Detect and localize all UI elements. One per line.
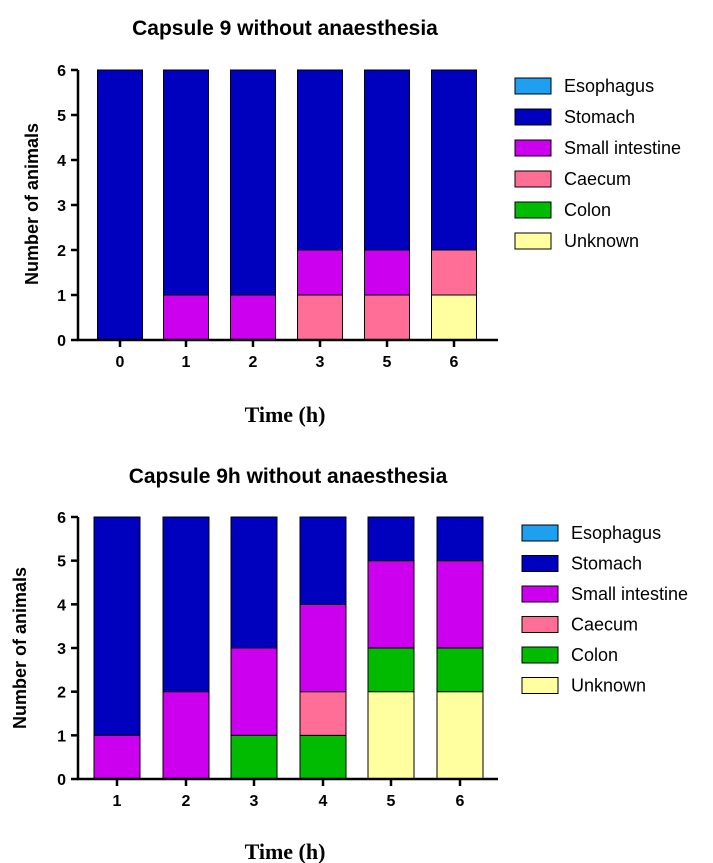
legend-swatch-esophagus xyxy=(521,524,559,542)
y-tick-label: 4 xyxy=(57,597,66,614)
bar-stomach-t1 xyxy=(163,69,209,296)
bar-stomach-t3 xyxy=(297,69,343,251)
x-tick-label: 6 xyxy=(450,354,459,371)
bar-small-intestine-t3 xyxy=(297,249,343,296)
bar-small-intestine-t1 xyxy=(93,734,141,780)
legend-swatch-unknown xyxy=(521,677,559,694)
x-tick-label: 3 xyxy=(250,793,259,810)
bar-colon-t5 xyxy=(367,647,415,693)
legend-swatch-caecum xyxy=(521,616,559,633)
y-tick-label: 3 xyxy=(57,198,66,215)
bar-small-intestine-t5 xyxy=(367,560,415,649)
bar-stomach-t0 xyxy=(97,69,143,341)
bar-small-intestine-t6 xyxy=(436,560,484,649)
y-axis-label: Number of animals xyxy=(10,567,30,729)
bar-small-intestine-t2 xyxy=(162,691,210,780)
bar-caecum-t4 xyxy=(299,691,347,736)
y-tick-label: 2 xyxy=(57,243,66,260)
x-tick-label: 2 xyxy=(249,354,258,371)
bar-stomach-t5 xyxy=(364,69,410,251)
bar-small-intestine-t5 xyxy=(364,249,410,296)
x-axis-label: Time (h) xyxy=(245,402,326,427)
legend-label-stomach: Stomach xyxy=(564,107,635,127)
bar-stomach-t6 xyxy=(431,69,477,251)
legend-swatch-small-intestine xyxy=(521,585,559,603)
x-tick-label: 4 xyxy=(319,793,328,810)
x-tick-label: 1 xyxy=(113,793,122,810)
x-tick-label: 1 xyxy=(182,354,191,371)
legend-label-esophagus: Esophagus xyxy=(564,76,654,96)
legend-label-caecum: Caecum xyxy=(564,169,631,189)
bar-stomach-t2 xyxy=(162,516,210,693)
bar-unknown-t6 xyxy=(431,294,477,341)
legend-swatch-caecum xyxy=(514,170,552,188)
legend-swatch-stomach xyxy=(521,555,559,572)
bar-stomach-t3 xyxy=(230,516,278,649)
bar-stomach-t4 xyxy=(299,516,347,605)
legend-label-small-intestine: Small intestine xyxy=(571,584,688,604)
bar-caecum-t5 xyxy=(364,294,410,341)
legend-swatch-colon xyxy=(521,646,559,664)
y-axis-label: Number of animals xyxy=(22,123,42,285)
bar-colon-t4 xyxy=(299,734,347,780)
legend-label-esophagus: Esophagus xyxy=(571,523,661,543)
bar-small-intestine-t4 xyxy=(299,603,347,693)
legend-swatch-esophagus xyxy=(514,77,552,95)
y-tick-label: 3 xyxy=(57,641,66,658)
legend-label-colon: Colon xyxy=(571,645,618,665)
x-tick-label: 5 xyxy=(383,354,392,371)
y-tick-label: 1 xyxy=(57,728,66,745)
plot-area: 0 1 2 3 4 5 6 1 2 3 4 5 6 xyxy=(57,510,498,810)
bar-colon-t6 xyxy=(436,647,484,693)
legend-label-unknown: Unknown xyxy=(571,676,646,696)
bar-small-intestine-t1 xyxy=(163,294,209,341)
legend-label-unknown: Unknown xyxy=(564,231,639,251)
chart-title: Capsule 9 without anaesthesia xyxy=(132,17,438,40)
plot-area: 0 1 2 3 4 5 6 0 1 2 3 5 6 xyxy=(57,63,498,371)
bar-caecum-t3 xyxy=(297,294,343,341)
bar-stomach-t2 xyxy=(230,69,276,296)
chart-title: Capsule 9h without anaesthesia xyxy=(129,465,448,488)
y-tick-label: 6 xyxy=(57,63,66,80)
y-tick-label: 1 xyxy=(57,288,66,305)
x-tick-label: 6 xyxy=(456,793,465,810)
y-tick-label: 0 xyxy=(57,772,66,789)
legend-swatch-small-intestine xyxy=(514,139,552,157)
legend-swatch-unknown xyxy=(514,232,552,250)
x-tick-label: 0 xyxy=(116,354,125,371)
x-axis-label: Time (h) xyxy=(245,839,326,863)
y-tick-label: 0 xyxy=(57,333,66,350)
x-tick-label: 5 xyxy=(387,793,396,810)
legend-swatch-stomach xyxy=(514,108,552,126)
legend: Esophagus Stomach Small intestine Caecum Col… xyxy=(521,523,688,696)
x-tick-label: 3 xyxy=(316,354,325,371)
legend-label-caecum: Caecum xyxy=(571,615,638,635)
bar-unknown-t6 xyxy=(436,691,484,780)
y-tick-label: 2 xyxy=(57,685,66,702)
y-tick-label: 4 xyxy=(57,153,66,170)
x-tick-label: 2 xyxy=(182,793,191,810)
y-tick-label: 5 xyxy=(57,554,66,571)
bar-stomach-t1 xyxy=(93,516,141,736)
bar-small-intestine-t3 xyxy=(230,647,278,736)
y-tick-label: 6 xyxy=(57,510,66,527)
bar-unknown-t5 xyxy=(367,691,415,780)
bar-colon-t3 xyxy=(230,734,278,780)
bar-caecum-t6 xyxy=(431,249,477,296)
bar-stomach-t6 xyxy=(436,516,484,562)
legend-label-stomach: Stomach xyxy=(571,554,642,574)
chart-capsule-9: Capsule 9 without anaesthesia Time (h) N… xyxy=(22,17,681,427)
legend-label-colon: Colon xyxy=(564,200,611,220)
legend: Esophagus Stomach Small intestine Caecum Col… xyxy=(514,76,681,251)
legend-swatch-colon xyxy=(514,201,552,219)
bar-small-intestine-t2 xyxy=(230,294,276,341)
y-tick-label: 5 xyxy=(57,108,66,125)
bar-stomach-t5 xyxy=(367,516,415,562)
legend-label-small-intestine: Small intestine xyxy=(564,138,681,158)
chart-capsule-9h: Capsule 9h without anaesthesia Time (h) … xyxy=(10,465,688,863)
